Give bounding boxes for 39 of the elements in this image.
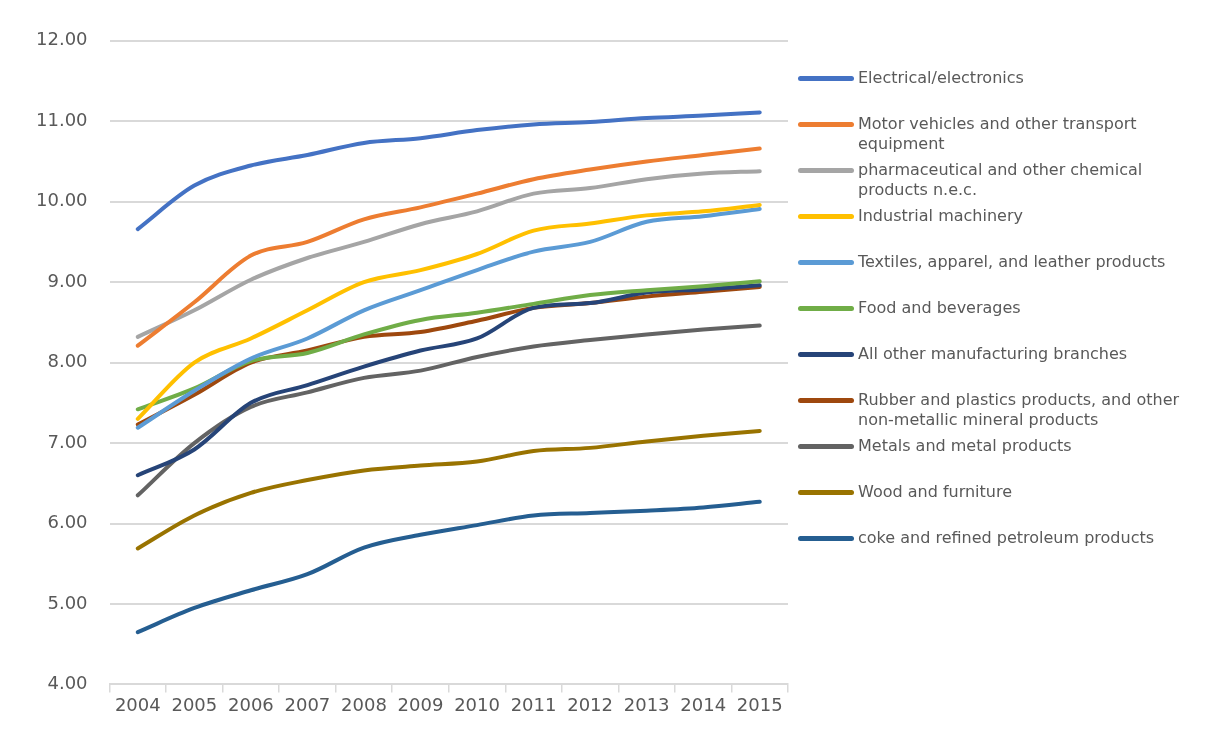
legend-label: Rubber and plastics products, and other non-metallic mineral products <box>858 390 1181 430</box>
y-tick-label: 6.00 <box>47 511 88 533</box>
y-tick-label: 4.00 <box>47 672 88 694</box>
y-tick-label: 10.00 <box>36 189 88 211</box>
legend-label: Wood and furniture <box>858 482 1014 502</box>
y-tick-label: 5.00 <box>47 591 88 613</box>
x-tick-label: 2009 <box>397 693 444 715</box>
legend-label: Textiles, apparel, and leather products <box>858 252 1167 272</box>
legend-label: Motor vehicles and other transport equipment <box>858 114 1138 154</box>
legend-label: Industrial machinery <box>858 206 1024 226</box>
y-tick-label: 9.00 <box>47 269 88 291</box>
legend-label: Electrical/electronics <box>858 68 1025 88</box>
x-tick-label: 2010 <box>454 693 500 715</box>
line-series <box>135 110 762 232</box>
x-tick-label: 2014 <box>680 693 727 715</box>
legend-label: Metals and metal products <box>858 436 1073 456</box>
legend-label: Food and beverages <box>858 298 1022 318</box>
line-series <box>135 323 762 498</box>
y-tick-label: 12.00 <box>36 28 88 50</box>
x-tick-label: 2011 <box>510 693 557 715</box>
legend-label: coke and refined petroleum products <box>858 528 1156 548</box>
x-tick-label: 2015 <box>736 693 783 715</box>
x-tick-label: 2012 <box>567 693 614 715</box>
x-tick-label: 2006 <box>227 693 274 715</box>
line-series <box>135 146 762 348</box>
line-series <box>135 499 762 635</box>
x-tick-label: 2008 <box>341 693 387 715</box>
x-tick-label: 2007 <box>284 693 331 715</box>
y-tick-label: 8.00 <box>47 350 88 372</box>
line-series <box>135 428 762 551</box>
line-series <box>135 283 762 478</box>
x-tick-label: 2013 <box>623 693 670 715</box>
legend-label: All other manufacturing branches <box>858 344 1129 364</box>
legend-label: pharmaceutical and other chemical products n.e.c. <box>858 160 1144 200</box>
x-tick-label: 2005 <box>171 693 218 715</box>
y-tick-label: 11.00 <box>36 108 88 130</box>
y-tick-label: 7.00 <box>47 430 88 452</box>
line-series <box>135 169 762 339</box>
x-tick-label: 2004 <box>114 693 161 715</box>
